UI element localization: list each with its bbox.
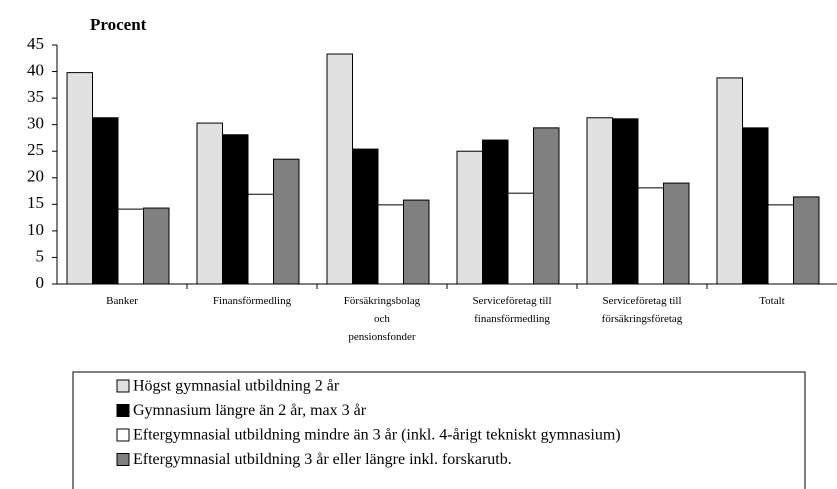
legend-swatch [116, 379, 130, 393]
y-tick-label: 25 [27, 140, 44, 159]
bar [586, 117, 613, 285]
bar [222, 134, 249, 285]
x-tick-label: Försäkringsbolag och pensionsfonder [344, 295, 421, 343]
legend-label: Högst gymnasial utbildning 2 år [133, 378, 340, 395]
bar [533, 127, 560, 285]
legend-swatch [116, 428, 130, 442]
bar [767, 204, 794, 285]
bar [143, 207, 170, 285]
bar [456, 150, 483, 285]
x-tick-label: Serviceföretag till finansförmedling [472, 295, 551, 325]
bar [742, 127, 769, 285]
bar [377, 204, 404, 285]
bar [716, 77, 743, 285]
y-tick-label: 15 [27, 193, 44, 212]
bar [196, 122, 223, 285]
y-tick-label: 40 [27, 60, 44, 79]
bar [612, 118, 639, 285]
bar [273, 158, 300, 285]
y-tick-label: 0 [36, 273, 45, 292]
bar [66, 72, 93, 285]
legend-swatch [116, 453, 130, 466]
bar [117, 208, 144, 285]
bar [663, 182, 690, 285]
y-tick-label: 45 [27, 34, 44, 53]
chart-title: Procent [90, 15, 147, 34]
bar [326, 53, 353, 285]
x-tick-label: Totalt [759, 295, 785, 307]
y-tick-label: 30 [27, 114, 44, 133]
y-tick-label: 5 [36, 246, 45, 265]
bar [247, 193, 274, 285]
y-tick-label: 35 [27, 87, 44, 106]
x-tick-label: Serviceföretag till försäkringsföretag [602, 295, 683, 325]
legend-label: Eftergymnasial utbildning 3 år eller län… [133, 451, 512, 468]
x-tick-label: Banker [106, 295, 138, 307]
bar [637, 187, 664, 285]
bar [507, 192, 534, 285]
bar [482, 139, 509, 285]
y-tick-label: 20 [27, 167, 44, 186]
bar [793, 196, 820, 285]
bar [403, 199, 430, 285]
legend-label: Eftergymnasial utbildning mindre än 3 år… [133, 427, 621, 444]
legend-swatch [116, 404, 130, 417]
bar [92, 117, 119, 285]
y-tick-label: 10 [27, 220, 44, 239]
x-tick-label: Finansförmedling [213, 295, 292, 307]
legend-box [72, 371, 806, 489]
legend-label: Gymnasium längre än 2 år, max 3 år [133, 402, 367, 419]
bar [352, 148, 379, 285]
